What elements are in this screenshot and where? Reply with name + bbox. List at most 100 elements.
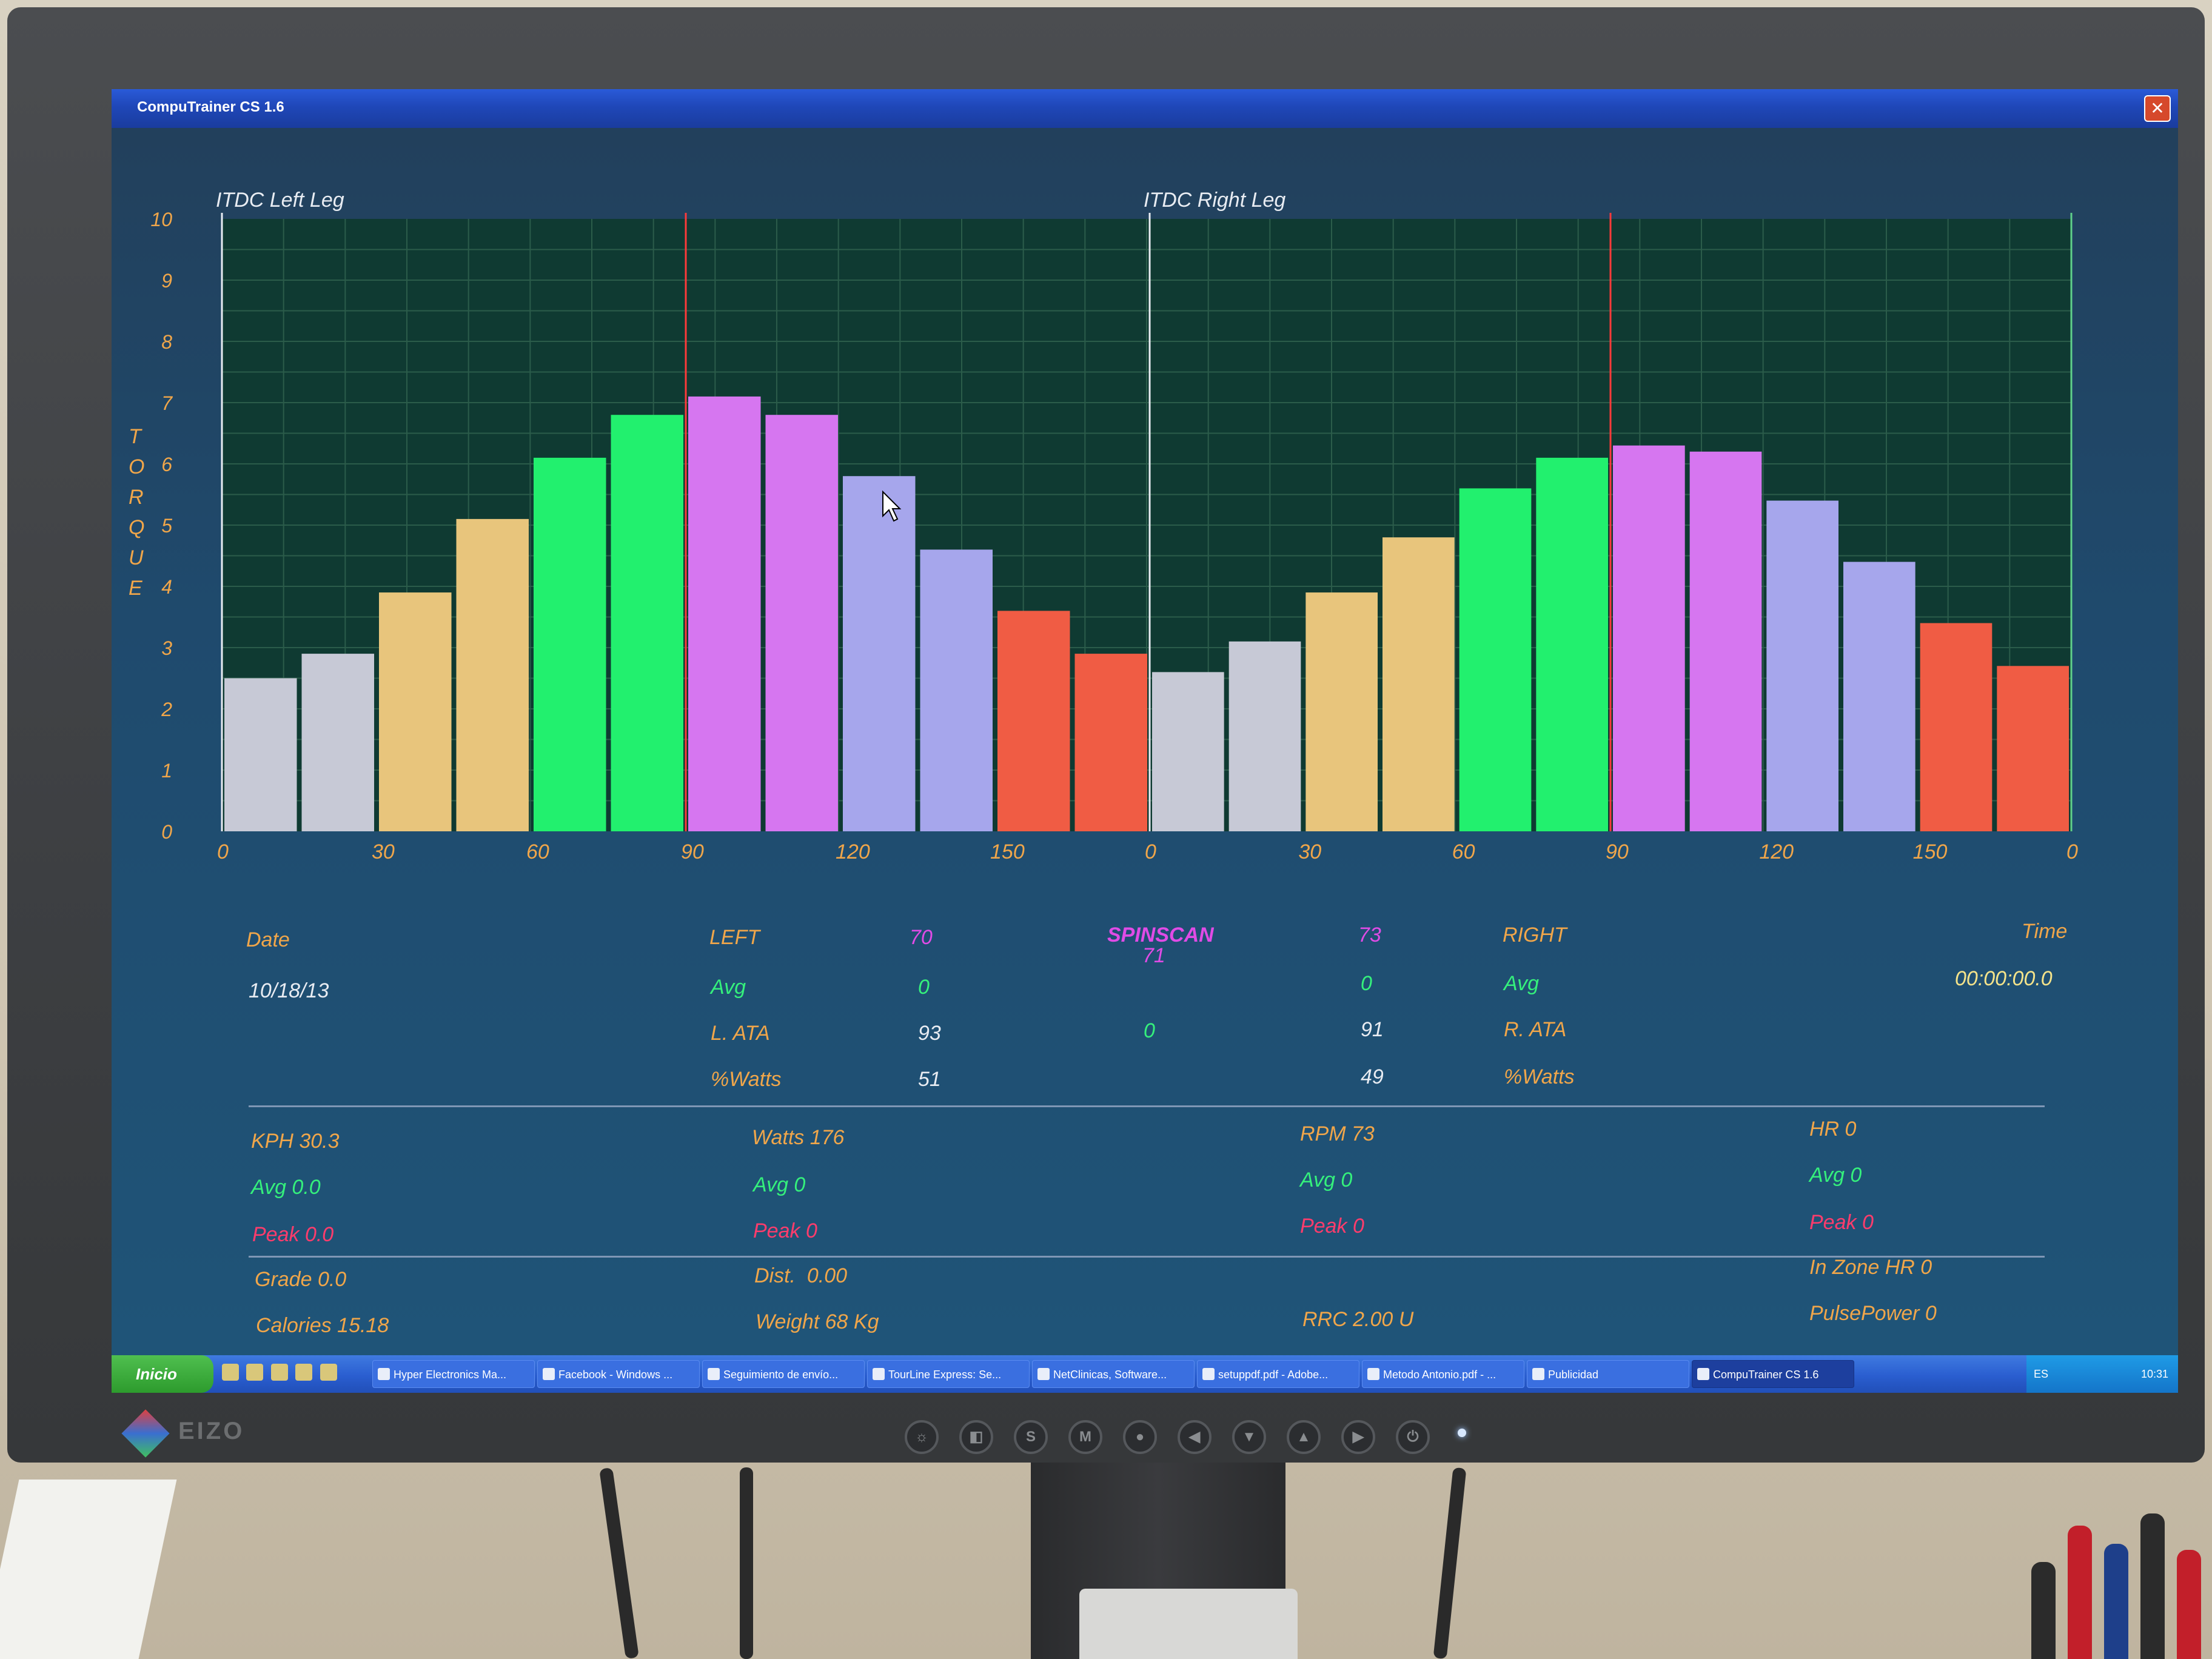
system-tray: ES 10:31 xyxy=(2026,1355,2178,1393)
y-axis-label-letter: R xyxy=(129,486,144,509)
quick-launch-icon[interactable] xyxy=(320,1364,337,1381)
x-tick-label: 90 xyxy=(1606,840,1629,863)
torque-bar xyxy=(920,549,993,831)
weight-value: Weight 68 Kg xyxy=(756,1310,879,1333)
taskbar-item[interactable]: setuppdf.pdf - Adobe... xyxy=(1197,1360,1359,1388)
torque-bar xyxy=(1228,641,1301,831)
pulsepower-value: PulsePower 0 xyxy=(1809,1302,1937,1325)
torque-bar xyxy=(611,415,683,831)
taskbar-item[interactable]: Publicidad xyxy=(1527,1360,1689,1388)
x-tick-label: 30 xyxy=(372,840,395,863)
avg-right-label: Avg xyxy=(1504,972,1539,995)
rrc-value: RRC 2.00 U xyxy=(1302,1308,1414,1331)
torque-bar xyxy=(1920,623,1992,831)
taskbar-item[interactable]: Seguimiento de envío... xyxy=(702,1360,865,1388)
in-zone-hr: In Zone HR 0 xyxy=(1809,1256,1932,1279)
x-tick-label: 0 xyxy=(217,840,229,863)
y-axis-label-letter: T xyxy=(129,425,142,448)
taskbar-item[interactable]: NetClinicas, Software... xyxy=(1032,1360,1195,1388)
x-tick-label: 120 xyxy=(1759,840,1794,863)
left-spinscan-value: 70 xyxy=(910,926,933,949)
mode-button[interactable]: ◧ xyxy=(959,1420,993,1454)
start-button[interactable]: Inicio xyxy=(112,1355,213,1393)
pen xyxy=(2031,1562,2056,1659)
power-button[interactable]: ⏻ xyxy=(1396,1420,1430,1454)
taskbar-item[interactable]: CompuTrainer CS 1.6 xyxy=(1692,1360,1854,1388)
taskbar-item[interactable]: Facebook - Windows ... xyxy=(537,1360,700,1388)
power-led xyxy=(1458,1429,1466,1437)
window-title: CompuTrainer CS 1.6 xyxy=(137,99,284,115)
window-titlebar[interactable]: CompuTrainer CS 1.6 ✕ xyxy=(112,89,2178,128)
eizo-brand-text: EIZO xyxy=(178,1418,245,1444)
window-icon xyxy=(1037,1368,1050,1380)
time-label: Time xyxy=(2022,920,2068,943)
taskbar-item-label: Facebook - Windows ... xyxy=(558,1369,673,1381)
quick-launch-icon[interactable] xyxy=(295,1364,313,1381)
taskbar-item-label: NetClinicas, Software... xyxy=(1053,1369,1167,1381)
avg-right-value: 0 xyxy=(1361,972,1372,995)
x-tick-label: 0 xyxy=(2066,840,2078,863)
enter-button[interactable]: ● xyxy=(1123,1420,1157,1454)
taskbar: Inicio Hyper Electronics Ma... Facebook -… xyxy=(112,1355,2178,1393)
rpm-avg: Avg 0 xyxy=(1300,1168,1353,1191)
torque-bar xyxy=(688,396,761,831)
window-icon xyxy=(378,1368,390,1380)
torque-bar xyxy=(1689,451,1762,831)
y-tick-label: 1 xyxy=(161,760,172,782)
down-arrow-button[interactable]: ▼ xyxy=(1232,1420,1266,1454)
pen xyxy=(2140,1513,2165,1659)
pen xyxy=(2177,1550,2201,1659)
torque-bar xyxy=(534,457,606,831)
watts-avg: Avg 0 xyxy=(753,1173,806,1196)
pen xyxy=(2104,1544,2128,1659)
up-arrow-button[interactable]: ▲ xyxy=(1287,1420,1321,1454)
rata-label: R. ATA xyxy=(1504,1018,1567,1041)
kph-avg: Avg 0.0 xyxy=(251,1176,321,1199)
quick-launch-icon[interactable] xyxy=(270,1364,288,1381)
language-indicator[interactable]: ES xyxy=(2034,1368,2049,1380)
hr-peak: Peak 0 xyxy=(1809,1211,1874,1234)
close-button[interactable]: ✕ xyxy=(2144,95,2171,122)
divider-bottom xyxy=(249,1256,2045,1258)
y-tick-label: 10 xyxy=(150,209,172,230)
torque-bar xyxy=(1074,654,1147,831)
quick-launch-icon[interactable] xyxy=(222,1364,239,1381)
quick-launch-icon[interactable] xyxy=(246,1364,264,1381)
left-label: LEFT xyxy=(709,926,760,949)
x-tick-label: 0 xyxy=(1145,840,1156,863)
brightness-button[interactable]: ☼ xyxy=(905,1420,939,1454)
taskbar-item[interactable]: Metodo Antonio.pdf - ... xyxy=(1362,1360,1524,1388)
y-tick-label: 9 xyxy=(161,270,172,292)
y-tick-label: 2 xyxy=(161,699,172,720)
taskbar-item[interactable]: TourLine Express: Se... xyxy=(867,1360,1030,1388)
y-tick-label: 5 xyxy=(161,515,172,537)
s-button[interactable]: S xyxy=(1014,1420,1048,1454)
left-arrow-button[interactable]: ◀ xyxy=(1178,1420,1212,1454)
right-arrow-button[interactable]: ▶ xyxy=(1341,1420,1375,1454)
pen xyxy=(2068,1526,2092,1659)
calories-value: Calories 15.18 xyxy=(256,1314,389,1337)
x-tick-label: 90 xyxy=(681,840,704,863)
window-icon xyxy=(543,1368,555,1380)
dist-value: Dist. 0.00 xyxy=(754,1264,848,1287)
spinscan-label: SPINSCAN xyxy=(1107,923,1214,947)
torque-bar xyxy=(301,654,374,831)
taskbar-item[interactable]: Hyper Electronics Ma... xyxy=(372,1360,535,1388)
x-tick-label: 150 xyxy=(990,840,1025,863)
y-axis-label-letter: U xyxy=(129,546,144,569)
y-tick-label: 0 xyxy=(161,821,172,843)
watts-peak: Peak 0 xyxy=(753,1219,817,1242)
torque-bar xyxy=(843,476,916,831)
grade-value: Grade 0.0 xyxy=(255,1268,347,1291)
window-icon xyxy=(708,1368,720,1380)
monitor-buttons: ☼ ◧ S M ● ◀ ▼ ▲ ▶ ⏻ xyxy=(856,1420,1499,1456)
watts-pct-right-label: %Watts xyxy=(1504,1065,1575,1088)
wall-outlet xyxy=(1079,1589,1298,1659)
torque-bar xyxy=(1997,666,2069,831)
spinscan-value: 71 xyxy=(1142,944,1165,967)
avg-left-label: Avg xyxy=(711,976,746,999)
cable xyxy=(740,1467,753,1659)
m-button[interactable]: M xyxy=(1068,1420,1102,1454)
watts-value: Watts 176 xyxy=(752,1126,845,1149)
